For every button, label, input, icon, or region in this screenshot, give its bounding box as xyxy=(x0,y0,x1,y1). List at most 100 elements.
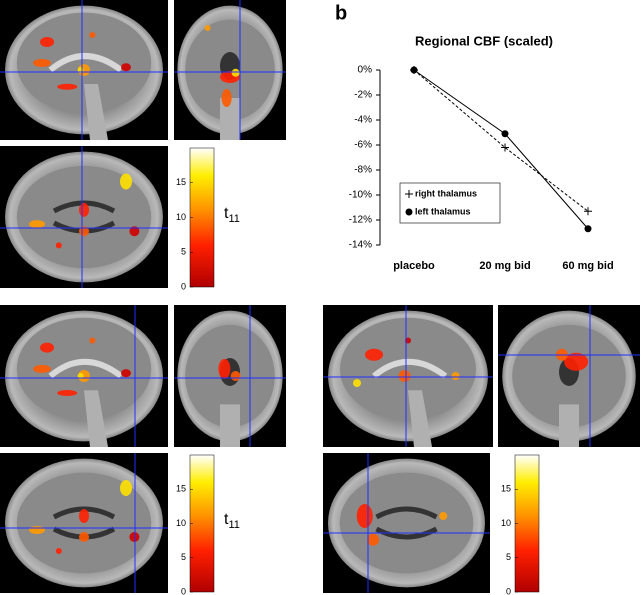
activation-blob xyxy=(55,242,62,249)
activation-blob xyxy=(40,37,55,47)
activation-blob xyxy=(78,370,90,382)
brainstem xyxy=(220,404,240,447)
colorbar-label: t11 xyxy=(224,511,240,531)
brain-tissue xyxy=(16,165,152,269)
chart-title: Regional CBF (scaled) xyxy=(415,33,553,48)
activation-blob xyxy=(564,352,589,371)
activation-blob xyxy=(33,364,51,373)
activation-blob xyxy=(218,358,231,379)
activation-blob xyxy=(353,379,361,388)
brain-tissue xyxy=(339,472,474,574)
brain-image xyxy=(323,305,493,447)
data-point xyxy=(584,207,592,216)
colorbar-label-sub: 11 xyxy=(228,519,239,531)
activation-blob xyxy=(79,509,89,523)
brainstem xyxy=(220,98,240,140)
legend xyxy=(399,182,501,224)
activation-blob xyxy=(439,512,448,520)
brain-image xyxy=(323,453,490,593)
activation-blob xyxy=(33,59,51,67)
y-tick-label: 0% xyxy=(358,65,373,76)
data-point xyxy=(410,66,418,74)
colorbar-label-sub: 11 xyxy=(228,213,239,225)
activation-blob xyxy=(221,89,232,107)
brainstem xyxy=(559,404,579,447)
activation-blob xyxy=(79,202,89,217)
colorbar-tick-label: 15 xyxy=(176,484,186,494)
colorbar-tick-label: 10 xyxy=(176,518,186,528)
activation-blob xyxy=(57,83,78,90)
activation-blob xyxy=(79,532,89,542)
legend-marker xyxy=(405,208,413,216)
y-tick-label: -10% xyxy=(349,190,372,201)
colorbar xyxy=(189,454,215,593)
activation-blob xyxy=(121,369,131,378)
brain-image xyxy=(0,0,168,140)
activation-blob xyxy=(129,532,140,542)
data-point xyxy=(501,143,509,152)
activation-blob xyxy=(120,173,132,190)
colorbar-tick-label: 15 xyxy=(176,177,186,187)
ventricle xyxy=(375,506,438,540)
activation-blob xyxy=(398,370,411,382)
activation-blob xyxy=(28,220,45,229)
corpus-callosum xyxy=(48,53,123,73)
colorbar-tick-label: 5 xyxy=(181,247,186,257)
brainstem xyxy=(408,390,432,447)
colorbar xyxy=(514,454,540,593)
colorbar xyxy=(189,147,215,288)
colorbar-tick-label: 0 xyxy=(181,281,186,291)
y-tick-label: -8% xyxy=(354,165,372,176)
colorbar-tick-label: 0 xyxy=(506,586,511,595)
y-tick-label: -2% xyxy=(354,90,372,101)
activation-blob xyxy=(204,25,211,31)
activation-blob xyxy=(78,64,90,76)
activation-blob xyxy=(28,526,45,534)
activation-blob xyxy=(367,533,380,546)
brain-image xyxy=(0,453,168,593)
activation-blob xyxy=(89,337,96,344)
brain-image xyxy=(0,146,168,288)
activation-blob xyxy=(451,372,460,380)
activation-blob xyxy=(120,480,132,496)
x-tick-label: 60 mg bid xyxy=(562,260,613,272)
y-tick-label: -14% xyxy=(349,240,372,251)
brain-image xyxy=(174,0,286,140)
brain-image xyxy=(174,305,286,447)
panel-label: b xyxy=(335,2,347,24)
y-tick-label: -6% xyxy=(354,140,372,151)
colorbar-tick-label: 5 xyxy=(181,552,186,562)
activation-blob xyxy=(89,32,96,38)
corpus-callosum xyxy=(48,358,123,379)
brain-image xyxy=(0,305,168,447)
activation-blob xyxy=(55,548,62,554)
colorbar-tick-label: 10 xyxy=(501,518,511,528)
colorbar-tick-label: 15 xyxy=(501,484,511,494)
colorbar-tick-label: 0 xyxy=(181,586,186,595)
activation-blob xyxy=(230,371,241,381)
y-tick-label: -4% xyxy=(354,115,372,126)
legend-marker xyxy=(405,190,413,198)
brainstem xyxy=(84,390,108,447)
legend-label: left thalamus xyxy=(415,206,471,216)
brain-tissue xyxy=(340,317,476,421)
x-tick-label: 20 mg bid xyxy=(479,260,530,272)
activation-blob xyxy=(57,390,78,397)
brain-image xyxy=(498,305,640,447)
data-point xyxy=(584,225,592,233)
activation-blob xyxy=(365,348,383,361)
y-tick-label: -12% xyxy=(349,215,372,226)
brainstem xyxy=(84,84,108,140)
colorbar-tick-label: 10 xyxy=(176,212,186,222)
x-tick-label: placebo xyxy=(393,260,435,272)
corpus-callosum xyxy=(372,358,448,379)
colorbar-label-text: t xyxy=(224,511,229,528)
activation-blob xyxy=(231,68,240,77)
colorbar-tick-label: 5 xyxy=(506,552,511,562)
legend-label: right thalamus xyxy=(415,188,477,198)
activation-blob xyxy=(121,63,131,72)
activation-blob xyxy=(129,226,140,237)
colorbar-label: t11 xyxy=(224,205,240,225)
